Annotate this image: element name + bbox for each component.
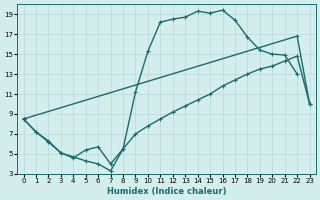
X-axis label: Humidex (Indice chaleur): Humidex (Indice chaleur) — [107, 187, 226, 196]
